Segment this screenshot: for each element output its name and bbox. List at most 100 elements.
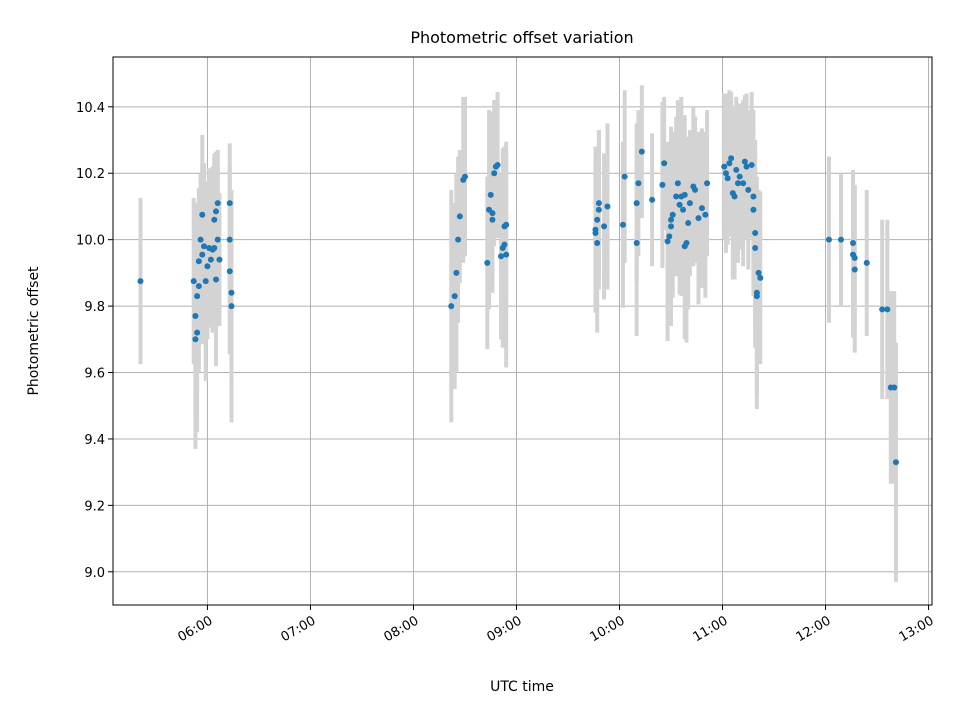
data-point [207,256,214,263]
data-point [686,200,693,207]
data-point [199,251,206,258]
data-point [594,239,601,246]
data-point [635,180,642,187]
y-tick-label: 9.8 [84,300,105,315]
data-point [503,221,510,228]
data-point [491,170,498,177]
data-point [702,211,709,218]
x-tick-label: 11:00 [691,613,731,645]
data-point [213,208,220,215]
plot-frame [112,56,933,606]
data-point [494,161,501,168]
data-point [750,206,757,213]
data-point [192,336,199,343]
data-point [137,278,144,285]
data-point [676,201,683,208]
data-point [204,263,211,270]
data-point [757,274,764,281]
data-point [825,236,832,243]
data-point [194,293,201,300]
x-tick-label: 12:00 [794,613,834,645]
data-point [685,220,692,227]
data-point [228,289,235,296]
data-point [851,254,858,261]
data-point [594,216,601,223]
data-point [728,155,735,162]
y-tick-label: 10.0 [76,234,105,249]
data-point [226,200,233,207]
data-point [745,186,752,193]
data-point [228,303,235,310]
data-point [734,180,741,187]
y-tick-label: 9.0 [84,566,105,581]
data-point [752,230,759,237]
data-point [892,459,899,466]
data-point [704,180,711,187]
y-axis-ticks: 9.0 9.2 9.4 9.6 9.8 10.0 10.2 10.4 [76,101,113,581]
data-point [838,236,844,243]
data-point [731,193,738,200]
data-point [884,306,891,313]
data-point [669,211,676,218]
data-point [211,244,218,251]
data-point [197,236,204,243]
data-point [668,216,675,223]
x-tick-label: 13:00 [897,613,937,645]
data-point [666,233,673,240]
data-point [661,160,668,167]
data-point [489,216,496,223]
data-point [722,170,729,177]
data-point [633,200,640,207]
data-point [192,313,199,320]
data-point [194,329,201,336]
data-point [753,293,760,300]
y-tick-label: 9.4 [84,433,105,448]
x-axis-ticks: 06:00 07:00 08:00 09:00 10:00 11:00 12:00 13:00 [175,605,937,645]
data-point [604,203,611,210]
data-point [740,180,747,187]
data-point [752,244,759,251]
data-point [692,186,699,193]
data-point [213,276,220,283]
y-axis-label: Photometric offset [26,266,42,396]
data-point [195,258,202,265]
data-point [503,251,510,258]
x-tick-label: 10:00 [588,613,628,645]
data-point [595,200,602,207]
data-point [649,196,656,203]
chart-title: Photometric offset variation [410,28,633,47]
data-point [698,205,705,212]
data-point [736,173,743,180]
data-point [211,216,218,223]
data-point [226,268,233,275]
data-point [668,223,675,230]
data-point [456,213,463,220]
data-point [601,223,608,230]
data-point [733,166,740,173]
data-point [199,211,206,218]
data-point [489,210,496,217]
y-tick-label: 10.2 [76,167,105,182]
data-point [214,200,221,207]
data-point [674,180,681,187]
data-point [680,206,687,213]
data-point [633,239,640,246]
plot-area [113,57,932,605]
data-points [137,148,899,466]
data-point [683,239,690,246]
data-point [216,256,223,263]
data-point [484,259,491,266]
data-point [226,236,233,243]
data-point [748,161,755,168]
data-point [850,239,857,246]
x-tick-label: 06:00 [175,613,215,645]
data-point [455,236,462,243]
data-point [673,193,680,200]
data-point [621,173,628,180]
x-axis-label: UTC time [490,679,554,695]
data-point [851,266,858,273]
data-point [659,181,666,188]
data-point [201,243,207,250]
y-tick-label: 9.6 [84,367,105,382]
